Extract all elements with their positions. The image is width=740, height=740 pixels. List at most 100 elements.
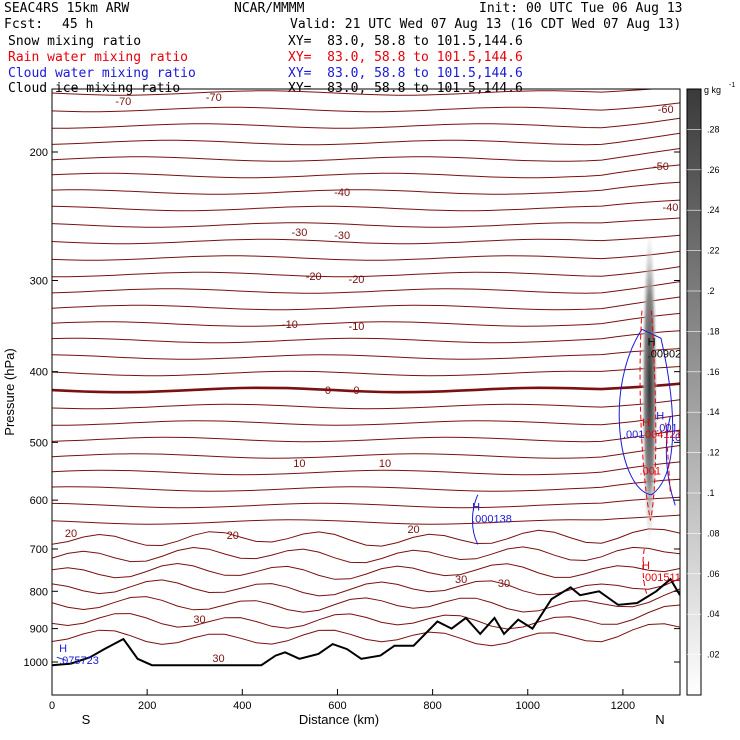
y-tick-label: 900 [30,624,48,636]
isotherm-label: 20 [407,524,419,536]
colorbar-tick-label: .1 [707,488,715,498]
valid-time: Valid: 21 UTC Wed 07 Aug 13 (16 CDT Wed … [290,17,682,32]
maximum-marker: H.001 [656,410,677,434]
snow-shading [641,228,658,546]
maximum-value: .001511 [642,572,681,584]
isotherm-label: -50 [653,161,669,173]
maximum-value: .004121 [642,429,682,441]
endpoint-left: S [82,712,91,727]
colorbar-tick-label: .28 [707,124,720,134]
maximum-marker: H.001511 [642,560,681,584]
y-tick-label: 400 [30,367,48,379]
x-tick-label: 1000 [516,700,540,712]
forecast-value: 45 h [62,17,94,32]
x-axis-label: Distance (km) [299,712,379,727]
endpoint-right: N [655,712,664,727]
x-tick-label: 1200 [611,700,635,712]
isotherm [52,528,680,547]
init-time: Init: 00 UTC Tue 06 Aug 13 [479,1,683,16]
maximum-symbol: H [642,417,650,429]
colorbar-tick-label: .26 [707,165,720,175]
y-tick-label: 200 [30,147,48,159]
isotherm [52,461,680,476]
isotherm-label: -30 [334,230,350,242]
cloud-water-contour [471,494,479,545]
maximum-symbol: H [59,643,67,655]
field-label-rain: Rain water mixing ratio [8,50,189,65]
rain-water-contour [639,310,657,521]
isotherm-label: -10 [282,319,298,331]
isotherm [52,199,680,212]
x-tick-label: 400 [233,700,251,712]
isotherm-label: -30 [291,227,307,239]
maximum-symbol: H [472,502,480,514]
terrain-line [52,577,680,667]
isotherm [52,181,680,195]
isotherm [52,281,680,294]
colorbar-tick-label: .2 [707,286,715,296]
maximum-value: .009021 [648,348,688,360]
isotherm [52,562,680,580]
isotherm-label: -10 [349,321,365,333]
isotherm-label: -70 [206,92,222,104]
maximum-marker: H.004121 [642,417,682,441]
y-tick-label: 300 [30,275,48,287]
zero-isotherm [52,382,680,394]
maximum-symbol: H [642,560,650,572]
y-tick-label: 800 [30,586,48,598]
isotherm [52,164,680,179]
isotherm [52,250,680,261]
isotherm-label: 20 [227,530,239,542]
maximum-value: .0079 [672,432,700,444]
rain-water-contour [665,422,671,495]
isotherm-label: 30 [455,574,467,586]
x-tick-label: 200 [138,700,156,712]
isotherm-label: -60 [658,104,674,116]
colorbar-tick-label: .04 [707,609,720,619]
isotherm [52,604,680,630]
colorbar [686,88,702,696]
forecast-label: Fcst: [4,17,44,32]
isotherm-label: 30 [212,653,224,665]
colorbar-tick-label: .16 [707,367,720,377]
isotherm [52,366,680,377]
field-label-cloud: Cloud water mixing ratio [8,66,196,81]
y-axis-label: Pressure (hPa) [2,348,17,435]
maximum-marker: .001 [623,429,644,441]
isotherm [52,478,680,492]
maximum-value: .001 [623,429,644,441]
isotherm-label: -40 [334,187,350,199]
maximum-value: .001 [640,466,661,478]
colorbar-tick-label: .06 [707,569,720,579]
plot-frame [51,88,681,696]
isotherm [52,89,660,96]
colorbar-tick-label: .02 [707,650,720,660]
maximum-symbol: H [656,410,664,422]
center-label: NCAR/MMMM [234,1,305,16]
isotherm [52,102,680,113]
isotherm-label: 0 [325,385,331,397]
colorbar-tick-label: .08 [707,528,720,538]
colorbar-tick-label: .12 [707,448,720,458]
isotherm [52,623,680,647]
cloud-water-contour [618,328,674,496]
maximum-marker: .0079 [672,432,700,444]
y-tick-label: 500 [30,437,48,449]
isotherm-label: -40 [663,202,679,214]
field-xy-snow: XY= 83.0, 58.8 to 101.5,144.6 [288,34,523,49]
colorbar-unit: g kg [704,85,721,95]
colorbar-tick-label: .18 [707,326,720,336]
isotherm [52,496,680,509]
colorbar-tick-label: .14 [707,407,720,417]
isotherm-label: 30 [498,578,510,590]
isotherm-label: 0 [353,385,359,397]
isotherm [52,217,680,228]
isotherm [52,445,680,459]
maximum-marker: H.000138 [472,502,512,526]
isotherm [52,296,680,311]
y-tick-label: 1000 [24,657,48,669]
colorbar-tick-label: .22 [707,246,720,256]
isotherm [52,414,680,426]
isotherm-label: 20 [65,528,77,540]
